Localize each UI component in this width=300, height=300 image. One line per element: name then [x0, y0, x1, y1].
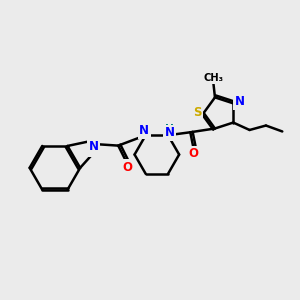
Text: H: H [89, 146, 98, 156]
Text: CH₃: CH₃ [203, 73, 224, 83]
Text: N: N [164, 126, 175, 140]
Text: H: H [165, 124, 174, 134]
Text: N: N [235, 95, 245, 108]
Text: S: S [193, 106, 201, 119]
Text: N: N [89, 140, 99, 153]
Text: O: O [188, 147, 198, 160]
Text: O: O [122, 160, 132, 173]
Text: N: N [139, 124, 149, 137]
